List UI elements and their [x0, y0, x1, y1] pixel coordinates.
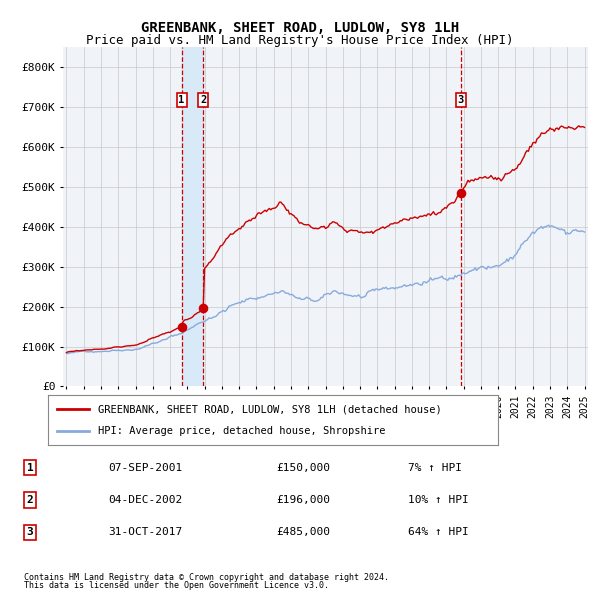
Text: 07-SEP-2001: 07-SEP-2001	[108, 463, 182, 473]
Point	[199, 303, 208, 313]
Text: 10% ↑ HPI: 10% ↑ HPI	[408, 495, 469, 505]
Point	[456, 188, 466, 198]
Text: Price paid vs. HM Land Registry's House Price Index (HPI): Price paid vs. HM Land Registry's House …	[86, 34, 514, 47]
Text: 31-OCT-2017: 31-OCT-2017	[108, 527, 182, 537]
Text: 04-DEC-2002: 04-DEC-2002	[108, 495, 182, 505]
Text: Contains HM Land Registry data © Crown copyright and database right 2024.: Contains HM Land Registry data © Crown c…	[24, 572, 389, 582]
Text: GREENBANK, SHEET ROAD, LUDLOW, SY8 1LH (detached house): GREENBANK, SHEET ROAD, LUDLOW, SY8 1LH (…	[97, 404, 441, 414]
Text: £150,000: £150,000	[276, 463, 330, 473]
Text: 1: 1	[26, 463, 34, 473]
Text: £196,000: £196,000	[276, 495, 330, 505]
Text: 3: 3	[26, 527, 34, 537]
Text: 3: 3	[458, 95, 464, 105]
Bar	[182, 47, 203, 386]
Text: 1: 1	[178, 95, 185, 105]
Text: HPI: Average price, detached house, Shropshire: HPI: Average price, detached house, Shro…	[97, 427, 385, 437]
Text: GREENBANK, SHEET ROAD, LUDLOW, SY8 1LH: GREENBANK, SHEET ROAD, LUDLOW, SY8 1LH	[141, 21, 459, 35]
Text: This data is licensed under the Open Government Licence v3.0.: This data is licensed under the Open Gov…	[24, 581, 329, 590]
Text: 2: 2	[200, 95, 206, 105]
Point	[177, 322, 187, 332]
Text: 2: 2	[26, 495, 34, 505]
Text: £485,000: £485,000	[276, 527, 330, 537]
Text: 7% ↑ HPI: 7% ↑ HPI	[408, 463, 462, 473]
Text: 64% ↑ HPI: 64% ↑ HPI	[408, 527, 469, 537]
